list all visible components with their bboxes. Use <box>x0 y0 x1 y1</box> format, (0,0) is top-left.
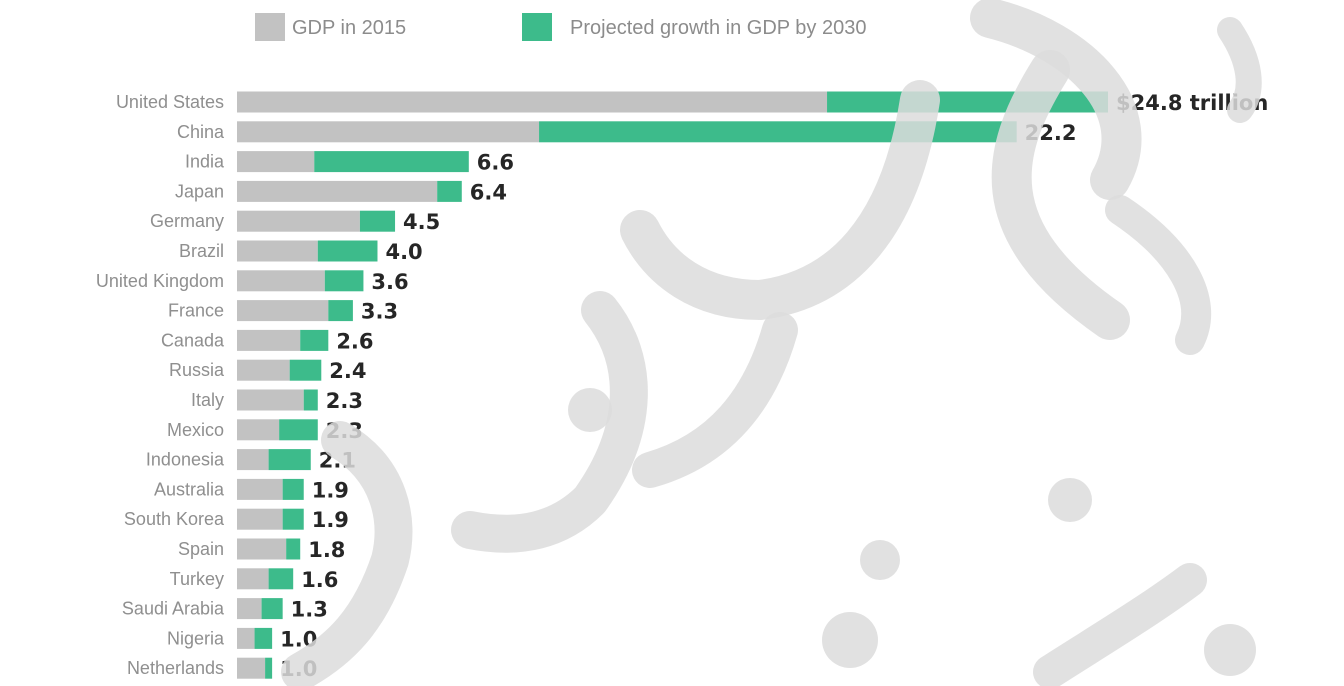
category-label-australia: Australia <box>154 479 225 499</box>
category-label-spain: Spain <box>178 539 224 559</box>
watermark-stroke-5 <box>632 312 798 488</box>
bar-gdp-2015-nigeria <box>237 627 255 649</box>
watermark-dot-2 <box>822 612 878 668</box>
value-label-germany: 4.5 <box>403 210 440 234</box>
value-label-turkey: 1.6 <box>301 568 338 592</box>
bar-growth-2030-germany <box>359 210 396 232</box>
bar-gdp-2015-indonesia <box>237 449 269 471</box>
category-label-italy: Italy <box>191 390 224 410</box>
bar-gdp-2015-netherlands <box>237 657 266 679</box>
value-label-russia: 2.4 <box>329 359 366 383</box>
category-label-france: France <box>168 301 224 321</box>
bar-gdp-2015-germany <box>237 210 360 232</box>
bar-gdp-2015-saudi-arabia <box>237 598 262 620</box>
category-label-russia: Russia <box>169 360 225 380</box>
value-label-brazil: 4.0 <box>385 240 422 264</box>
bar-gdp-2015-india <box>237 151 315 173</box>
bar-growth-2030-japan <box>437 180 462 202</box>
watermark-dot-5 <box>1204 624 1256 676</box>
watermark-stroke-4 <box>620 80 940 320</box>
value-label-italy: 2.3 <box>326 389 363 413</box>
bar-gdp-2015-canada <box>237 329 301 351</box>
value-label-spain: 1.8 <box>308 538 345 562</box>
category-label-united-kingdom: United Kingdom <box>96 271 224 291</box>
bar-growth-2030-brazil <box>317 240 378 262</box>
watermark-stroke-6 <box>451 291 648 553</box>
category-label-saudi-arabia: Saudi Arabia <box>122 599 225 619</box>
bar-growth-2030-china <box>539 121 1017 143</box>
category-label-south-korea: South Korea <box>124 509 225 529</box>
watermark-stroke-8 <box>1033 563 1207 686</box>
legend: GDP in 2015 Projected growth in GDP by 20… <box>255 13 866 41</box>
bar-growth-2030-russia <box>289 359 322 381</box>
category-label-germany: Germany <box>150 211 224 231</box>
category-label-canada: Canada <box>161 330 225 350</box>
category-label-china: China <box>177 122 225 142</box>
bar-growth-2030-saudi-arabia <box>261 598 283 620</box>
value-label-canada: 2.6 <box>336 329 373 353</box>
bar-growth-2030-united-kingdom <box>324 270 364 292</box>
value-label-united-kingdom: 3.6 <box>371 270 408 294</box>
bar-growth-2030-australia <box>282 478 304 500</box>
value-label-france: 3.3 <box>361 300 398 324</box>
watermark-dot-1 <box>568 388 612 432</box>
category-label-united-states: United States <box>116 92 224 112</box>
bar-growth-2030-indonesia <box>268 449 311 471</box>
watermark-stroke-2 <box>991 50 1130 340</box>
value-label-japan: 6.4 <box>470 180 507 204</box>
bar-growth-2030-canada <box>300 329 329 351</box>
category-label-japan: Japan <box>175 181 224 201</box>
watermark-stroke-7 <box>281 421 413 686</box>
bar-growth-2030-mexico <box>279 419 318 441</box>
bar-growth-2030-turkey <box>268 568 294 590</box>
bar-gdp-2015-russia <box>237 359 290 381</box>
value-label-india: 6.6 <box>477 151 514 175</box>
watermark-stroke-1 <box>970 0 1142 200</box>
value-label-australia: 1.9 <box>312 478 349 502</box>
category-label-brazil: Brazil <box>179 241 224 261</box>
category-label-mexico: Mexico <box>167 420 224 440</box>
bar-growth-2030-united-states <box>827 91 1108 113</box>
value-label-south-korea: 1.9 <box>312 508 349 532</box>
legend-label-projected-growth-in-gdp-by-2030: Projected growth in GDP by 2030 <box>570 17 866 39</box>
bar-growth-2030-nigeria <box>254 627 273 649</box>
watermark-stroke-9 <box>1217 17 1262 123</box>
legend-label-gdp-in-2015: GDP in 2015 <box>292 17 406 39</box>
watermark <box>281 0 1262 686</box>
bar-gdp-2015-spain <box>237 538 287 560</box>
bar-gdp-2015-china <box>237 121 540 143</box>
category-label-netherlands: Netherlands <box>127 658 224 678</box>
bar-gdp-2015-united-kingdom <box>237 270 325 292</box>
bar-gdp-2015-turkey <box>237 568 269 590</box>
bar-growth-2030-netherlands <box>265 657 273 679</box>
legend-swatch-projected-growth-in-gdp-by-2030 <box>522 13 552 41</box>
bar-gdp-2015-brazil <box>237 240 318 262</box>
category-label-india: India <box>185 152 225 172</box>
bar-growth-2030-south-korea <box>282 508 304 530</box>
bar-gdp-2015-france <box>237 300 329 322</box>
value-label-saudi-arabia: 1.3 <box>291 598 328 622</box>
watermark-dot-4 <box>1048 478 1092 522</box>
watermark-stroke-3 <box>1105 195 1212 355</box>
bar-gdp-2015-united-states <box>237 91 828 113</box>
bar-growth-2030-france <box>328 300 353 322</box>
category-label-indonesia: Indonesia <box>146 450 225 470</box>
bar-gdp-2015-south-korea <box>237 508 283 530</box>
category-label-turkey: Turkey <box>170 569 224 589</box>
category-label-nigeria: Nigeria <box>167 628 225 648</box>
bar-growth-2030-spain <box>286 538 301 560</box>
bar-gdp-2015-australia <box>237 478 283 500</box>
watermark-dot-3 <box>860 540 900 580</box>
legend-swatch-gdp-in-2015 <box>255 13 285 41</box>
bar-growth-2030-india <box>314 151 469 173</box>
bar-gdp-2015-mexico <box>237 419 280 441</box>
bar-gdp-2015-italy <box>237 389 304 411</box>
bar-growth-2030-italy <box>303 389 318 411</box>
bar-gdp-2015-japan <box>237 180 438 202</box>
